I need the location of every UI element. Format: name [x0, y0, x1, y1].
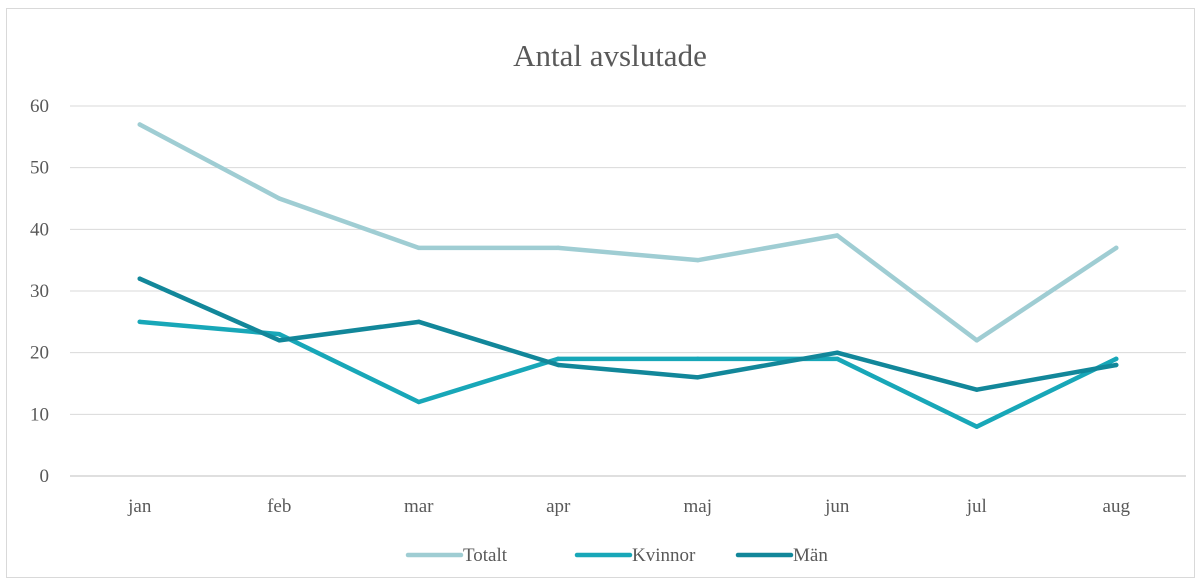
legend-label: Totalt	[463, 545, 508, 566]
legend-label: Män	[793, 545, 828, 566]
x-tick-label: aug	[1103, 496, 1131, 517]
series-line-2	[137, 276, 1119, 392]
chart-title: Antal avslutade	[513, 38, 707, 73]
data-point	[974, 387, 979, 392]
legend-label: Kvinnor	[632, 545, 696, 566]
data-point	[974, 424, 979, 429]
data-point	[556, 356, 561, 362]
y-tick-label: 10	[30, 404, 49, 425]
x-tick-label: maj	[684, 496, 713, 517]
chart-frame	[6, 8, 1195, 578]
y-tick-label: 60	[30, 96, 49, 117]
y-tick-label: 20	[30, 343, 49, 364]
data-point	[835, 356, 840, 362]
data-point	[556, 245, 561, 251]
data-point	[1114, 245, 1119, 251]
data-point	[277, 196, 282, 201]
x-tick-label: jan	[127, 496, 152, 517]
data-point	[416, 245, 421, 251]
data-point	[416, 319, 421, 325]
data-point	[137, 276, 142, 281]
x-axis-ticks: jan feb mar apr maj jun jul aug	[127, 496, 1130, 517]
x-tick-label: apr	[546, 496, 571, 517]
data-point	[137, 122, 142, 127]
series-line-0	[137, 122, 1119, 343]
series-line-1	[137, 319, 1119, 429]
data-point	[556, 362, 561, 368]
data-point	[416, 399, 421, 405]
y-tick-label: 0	[40, 466, 50, 487]
data-point	[835, 350, 840, 355]
data-point	[277, 338, 282, 343]
data-point	[695, 375, 700, 380]
y-tick-label: 40	[30, 219, 49, 240]
grid-lines	[70, 105, 1186, 477]
data-point	[695, 257, 700, 263]
legend: Totalt Kvinnor Män	[405, 545, 828, 566]
y-axis-ticks: 0 10 20 30 40 50 60	[30, 96, 49, 487]
x-tick-label: jul	[966, 496, 987, 517]
y-tick-label: 50	[30, 158, 49, 179]
x-tick-label: mar	[404, 496, 434, 517]
data-point	[277, 331, 282, 337]
data-point	[835, 233, 840, 238]
data-point	[1114, 356, 1119, 362]
data-point	[974, 338, 979, 343]
x-tick-label: jun	[824, 496, 850, 517]
data-point	[695, 356, 700, 362]
data-point	[1114, 362, 1119, 368]
y-tick-label: 30	[30, 281, 49, 302]
series-lines	[137, 122, 1119, 429]
x-tick-label: feb	[267, 496, 291, 517]
data-point	[137, 319, 142, 325]
